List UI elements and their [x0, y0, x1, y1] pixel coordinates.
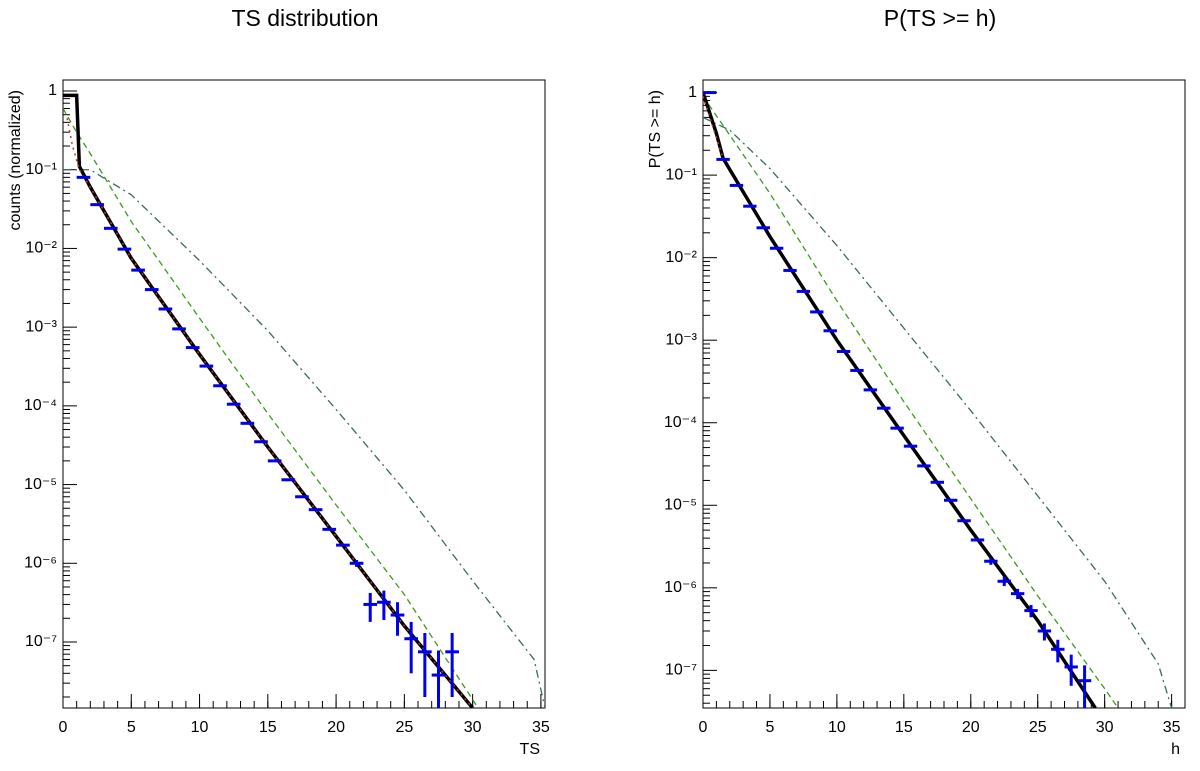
x-tick-label: 35 [1163, 719, 1181, 736]
y-axis-label: P(TS >= h) [647, 90, 664, 168]
plot-area [63, 93, 545, 708]
x-axis-label: h [1171, 741, 1180, 758]
x-tick-label: 5 [127, 719, 136, 736]
curve [703, 92, 1097, 708]
y-tick-label: 10⁻⁵ [24, 476, 57, 493]
y-tick-label: 10⁻¹ [25, 161, 57, 178]
y-tick-label: 10⁻² [25, 240, 57, 257]
x-tick-label: 10 [828, 719, 846, 736]
y-tick-label: 10⁻⁷ [665, 662, 697, 679]
x-tick-label: 30 [464, 719, 482, 736]
x-tick-label: 0 [699, 719, 708, 736]
y-tick-label: 10⁻⁴ [664, 414, 697, 431]
y-tick-label: 10⁻² [665, 249, 697, 266]
y-axis-label: counts (normalized) [7, 90, 24, 231]
chart-title: TS distribution [231, 5, 378, 31]
x-tick-label: 35 [532, 719, 550, 736]
y-tick-label: 10⁻⁴ [24, 397, 57, 414]
curve [703, 116, 1173, 708]
x-tick-label: 15 [895, 719, 913, 736]
x-tick-label: 20 [327, 719, 345, 736]
x-axis-label: TS [520, 741, 540, 758]
curve [63, 93, 474, 708]
y-tick-label: 10⁻⁵ [664, 497, 697, 514]
curve [703, 96, 724, 159]
x-tick-label: 15 [259, 719, 277, 736]
curve [703, 95, 1119, 708]
plot-area [703, 91, 1173, 708]
curve [63, 108, 479, 708]
y-tick-label: 1 [688, 84, 697, 101]
x-tick-label: 30 [1096, 719, 1114, 736]
x-tick-label: 25 [395, 719, 413, 736]
y-tick-label: 10⁻³ [25, 318, 57, 335]
plot-frame [62, 79, 546, 709]
y-tick-label: 10⁻³ [665, 331, 697, 348]
x-tick-label: 0 [59, 719, 68, 736]
chart-title: P(TS >= h) [884, 5, 996, 31]
x-tick-label: 10 [191, 719, 209, 736]
y-tick-label: 10⁻⁶ [24, 554, 57, 571]
y-tick-label: 10⁻⁶ [664, 579, 697, 596]
y-tick-label: 10⁻⁷ [25, 633, 57, 650]
y-tick-label: 1 [48, 82, 57, 99]
x-tick-label: 20 [962, 719, 980, 736]
x-tick-label: 25 [1029, 719, 1047, 736]
y-tick-label: 10⁻¹ [665, 166, 697, 183]
x-tick-label: 5 [765, 719, 774, 736]
